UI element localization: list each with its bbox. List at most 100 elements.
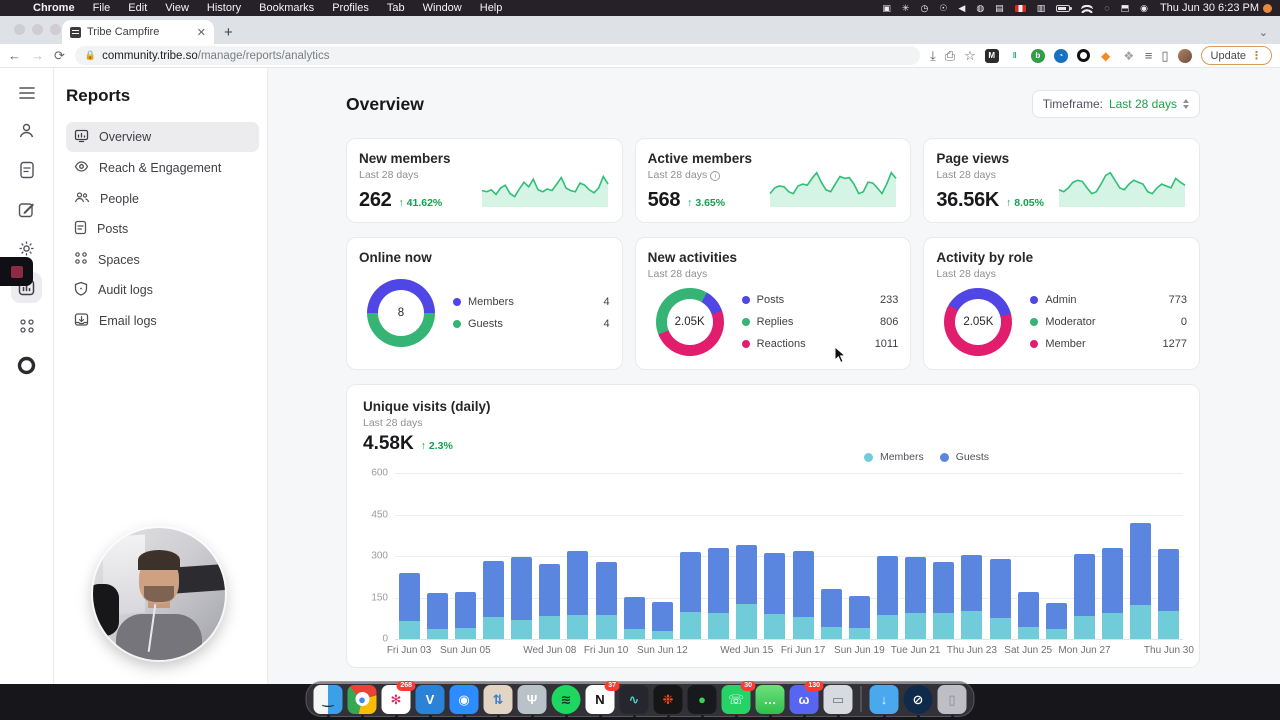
dock-finder-icon[interactable]: ‿ (313, 684, 343, 718)
dock-terminal-icon[interactable]: ● (687, 684, 717, 718)
side-panel-icon[interactable]: ▯ (1161, 47, 1169, 63)
metamask-icon[interactable]: ◆ (1101, 48, 1111, 63)
keyboard-icon[interactable]: ▤ (995, 2, 1004, 13)
browser-tab[interactable]: Tribe Campfire ✕ (62, 20, 214, 44)
siri-icon[interactable]: ◉ (1140, 2, 1148, 13)
bar-jun-09[interactable] (564, 551, 592, 639)
canada-flag-icon[interactable] (1014, 4, 1026, 12)
menu-help[interactable]: Help (479, 2, 503, 14)
community-logo-icon[interactable] (17, 356, 36, 375)
zoom-window-button[interactable] (50, 24, 61, 35)
bar-jun-29[interactable] (1127, 522, 1155, 639)
bar-jun-26[interactable] (1042, 603, 1070, 639)
dock-stats-app-icon[interactable]: ∿ (619, 684, 649, 718)
extension-bu-icon[interactable]: b (1030, 48, 1045, 63)
menubar-clock[interactable]: Thu Jun 30 6:23 PM (1159, 2, 1259, 14)
screen-share-icon[interactable]: ▥ (1036, 2, 1046, 13)
menubar-app-name[interactable]: Chrome (33, 2, 75, 14)
bar-jun-17[interactable] (789, 551, 817, 639)
camera-icon[interactable]: ▣ (882, 2, 891, 13)
stop-recording-icon[interactable] (10, 265, 23, 278)
bar-jun-03[interactable] (395, 572, 423, 639)
bar-jun-16[interactable] (761, 553, 789, 639)
tab-search-chevron-icon[interactable]: ⌄ (1258, 27, 1268, 39)
dock-fork-icon[interactable]: Ψ (517, 684, 547, 718)
sidebar-item-email-logs[interactable]: Email logs (66, 306, 259, 336)
sidebar-item-people[interactable]: People (66, 184, 259, 213)
members-rail-icon[interactable] (18, 122, 35, 139)
extensions-puzzle-icon[interactable]: ❖ (1123, 48, 1135, 63)
close-tab-icon[interactable]: ✕ (196, 26, 206, 39)
dock-figma-icon[interactable]: ❉ (653, 684, 683, 718)
accessibility-icon[interactable]: ☉ (939, 2, 948, 13)
bar-jun-04[interactable] (423, 592, 451, 639)
bar-jun-27[interactable] (1070, 554, 1098, 639)
menu-view[interactable]: View (165, 2, 189, 14)
bar-jun-22[interactable] (930, 561, 958, 639)
bar-jun-25[interactable] (1014, 591, 1042, 639)
share-icon[interactable]: ⎙ (944, 47, 956, 63)
menu-window[interactable]: Window (422, 2, 462, 14)
bar-jun-07[interactable] (508, 557, 536, 639)
dock-slack-icon[interactable]: ✻ 268 (381, 680, 416, 718)
close-window-button[interactable] (14, 24, 25, 35)
hamburger-menu-icon[interactable] (18, 86, 36, 100)
menu-edit[interactable]: Edit (128, 2, 148, 14)
bar-jun-30[interactable] (1155, 549, 1183, 639)
profile-avatar[interactable] (1177, 48, 1192, 63)
dock-downloads-folder-icon[interactable]: ↓ (869, 684, 899, 718)
menu-bookmarks[interactable]: Bookmarks (259, 2, 315, 14)
dock-vscode-icon[interactable]: V (415, 684, 445, 718)
forward-icon[interactable]: → (31, 48, 44, 63)
address-bar[interactable]: 🔒 community.tribe.so/manage/reports/anal… (74, 46, 920, 65)
dock-arrows-app-icon[interactable]: ⇅ (483, 684, 513, 718)
battery-icon[interactable] (1056, 4, 1073, 12)
volume-icon[interactable]: ◀ (958, 2, 966, 13)
bar-jun-11[interactable] (620, 596, 648, 639)
display-icon[interactable]: ⬒ (1120, 2, 1130, 13)
dock-notion-icon[interactable]: N 37 (585, 680, 620, 718)
update-button[interactable]: Update ⋮ (1200, 46, 1272, 65)
dock-discord-icon[interactable]: ω 130 (789, 680, 824, 718)
bar-jun-20[interactable] (873, 556, 901, 639)
dock-whatsapp-icon[interactable]: ☏ 30 (721, 680, 756, 718)
gear-status-icon[interactable]: ✳ (901, 2, 910, 13)
menu-profiles[interactable]: Profiles (332, 2, 369, 14)
compose-rail-icon[interactable] (18, 201, 35, 218)
spotlight-icon[interactable]: ◌ (1104, 3, 1110, 13)
dock-chrome-icon[interactable]: ● (347, 684, 377, 718)
reading-list-icon[interactable]: ≡ (1144, 48, 1153, 63)
dock-trash-icon[interactable]: ▯ (937, 684, 967, 718)
dock-zoom-icon[interactable]: ◉ (449, 684, 479, 718)
screen-time-icon[interactable]: ◷ (920, 2, 929, 13)
bar-jun-12[interactable] (648, 601, 676, 639)
posts-rail-icon[interactable] (19, 161, 35, 179)
save-page-icon[interactable]: ⤓ (929, 47, 936, 63)
apps-rail-icon[interactable] (19, 318, 35, 334)
bar-jun-15[interactable] (733, 544, 761, 639)
info-icon[interactable]: i (710, 171, 721, 181)
extension-ring-icon[interactable] (1076, 49, 1090, 62)
sidebar-item-reach-engagement[interactable]: Reach & Engagement (66, 153, 259, 183)
dock-messages-icon[interactable]: … (755, 684, 785, 718)
bar-jun-28[interactable] (1099, 547, 1127, 639)
settings-rail-icon[interactable] (18, 240, 35, 257)
extension-m-icon[interactable]: M (984, 48, 999, 63)
legend-item-members[interactable]: Members (863, 451, 924, 463)
sidebar-item-posts[interactable]: Posts (66, 214, 259, 244)
dock-screenshot-app-icon[interactable]: ▭ (823, 684, 853, 718)
legend-item-guests[interactable]: Guests (939, 451, 989, 463)
bar-jun-18[interactable] (817, 589, 845, 639)
wifi-icon[interactable] (1081, 3, 1094, 13)
window-controls[interactable] (14, 24, 61, 35)
timeframe-selector[interactable]: Timeframe: Last 28 days (1031, 90, 1200, 118)
screen-record-widget[interactable] (0, 257, 33, 286)
bar-jun-05[interactable] (451, 591, 479, 639)
back-icon[interactable]: ← (8, 48, 21, 63)
bar-jun-14[interactable] (705, 547, 733, 639)
bar-jun-08[interactable] (536, 564, 564, 639)
notification-icon[interactable]: ◍ (976, 2, 985, 13)
menu-history[interactable]: History (206, 2, 242, 14)
lock-icon[interactable]: 🔒 (84, 50, 97, 60)
new-tab-button[interactable]: + (224, 24, 233, 41)
